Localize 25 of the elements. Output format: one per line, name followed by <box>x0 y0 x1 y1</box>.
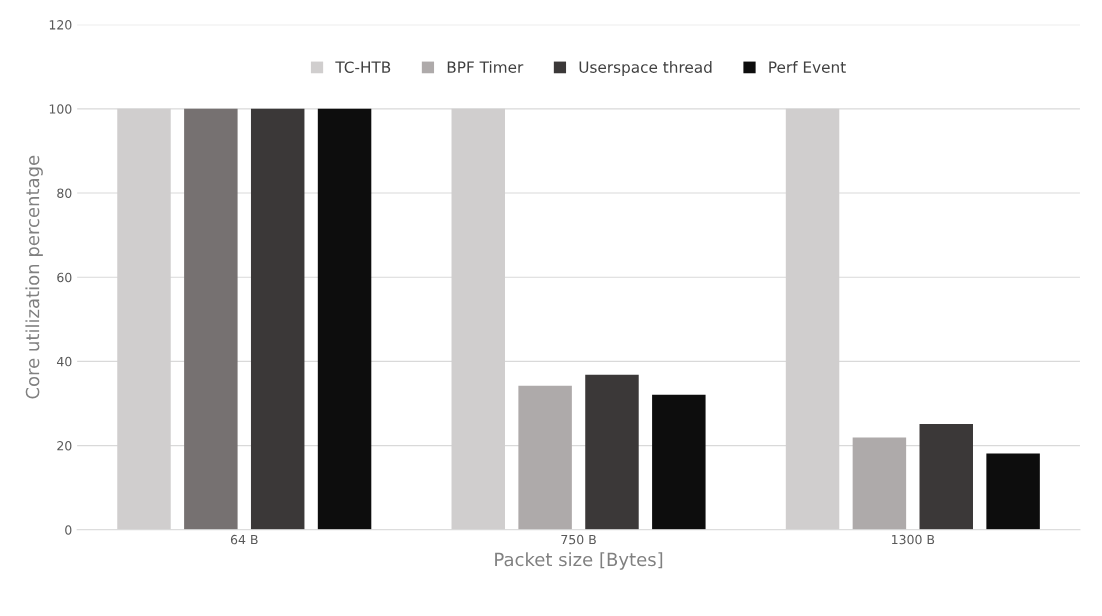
bar <box>184 108 238 530</box>
x-tick-label: 1300 B <box>892 534 935 545</box>
legend-label: Perf Event <box>769 61 846 73</box>
y-tick-label: 60 <box>57 272 72 283</box>
x-tick-label: 64 B <box>230 534 258 545</box>
bar <box>919 424 973 530</box>
y-tick-label: 100 <box>49 104 72 114</box>
bar <box>852 437 907 530</box>
y-axis-title: Core utilization percentage <box>25 155 43 399</box>
x-axis-title: Packet size [Bytes] <box>495 552 663 570</box>
y-tick-label: 20 <box>57 441 72 451</box>
bar <box>518 385 572 530</box>
bar <box>652 394 706 530</box>
legend-label: Userspace thread <box>579 61 712 76</box>
bar <box>585 374 639 530</box>
bar <box>986 453 1040 530</box>
y-tick-label: 0 <box>65 525 72 535</box>
x-tick-label: 750 B <box>561 534 596 545</box>
y-tick-label: 80 <box>57 188 72 198</box>
bar <box>250 108 305 530</box>
legend-label: BPF Timer <box>447 61 524 73</box>
y-tick-label: 40 <box>56 356 72 367</box>
bar <box>317 108 372 530</box>
y-tick-label: 120 <box>49 20 72 30</box>
legend-label: TC-HTB <box>335 61 391 73</box>
